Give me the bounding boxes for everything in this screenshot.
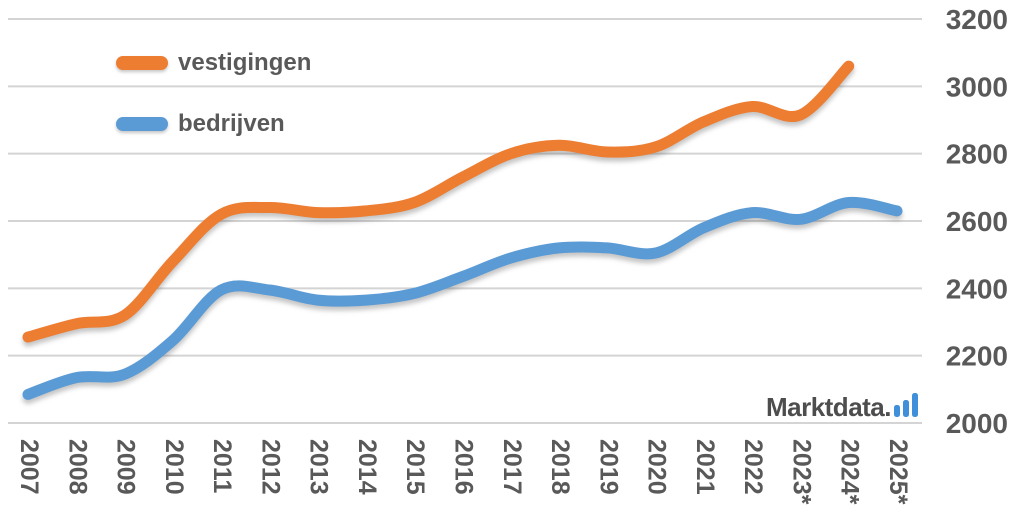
x-tick-label: 2022 xyxy=(739,439,767,495)
y-tick-label: 2800 xyxy=(946,139,1008,170)
x-tick-label: 2020 xyxy=(643,439,671,495)
x-tick-label: 2024* xyxy=(836,439,864,505)
y-tick-label: 2000 xyxy=(946,408,1008,439)
x-tick-label: 2016 xyxy=(450,439,478,495)
bar-chart-icon-bar-small xyxy=(894,405,900,417)
y-tick-label: 2200 xyxy=(946,341,1008,372)
bar-chart-icon-bar-medium xyxy=(903,400,909,417)
x-tick-label: 2008 xyxy=(63,439,91,495)
legend-item-bedrijven: bedrijven xyxy=(116,110,285,138)
x-tick-label: 2018 xyxy=(546,439,574,495)
vestigingen-line xyxy=(22,60,855,343)
x-tick-label: 2019 xyxy=(594,439,622,495)
x-tick-label: 2010 xyxy=(160,439,188,495)
bar-chart-icon-bar-tall xyxy=(912,393,918,417)
x-tick-label: 2021 xyxy=(691,439,719,495)
x-tick-label: 2014 xyxy=(353,439,381,495)
y-tick-label: 2400 xyxy=(946,273,1008,304)
x-tick-label: 2023* xyxy=(787,439,815,505)
y-tick-label: 3000 xyxy=(946,71,1008,102)
legend-item-vestigingen: vestigingen xyxy=(116,49,311,77)
vestigingen-line-swatch xyxy=(116,56,168,70)
x-tick-label: 2012 xyxy=(256,439,284,495)
marktdata-logo: Marktdata. xyxy=(766,392,918,422)
x-tick-label: 2007 xyxy=(15,439,43,495)
y-tick-label: 2600 xyxy=(946,206,1008,237)
bedrijven-line xyxy=(22,196,903,400)
x-tick-label: 2009 xyxy=(112,439,140,495)
bedrijven-line-swatch xyxy=(116,117,168,131)
marktdata-logo-text: Marktdata. xyxy=(765,392,892,422)
x-tick-label: 2025* xyxy=(884,439,912,505)
x-tick-label: 2011 xyxy=(208,439,236,493)
legend-label-vestigingen: vestigingen xyxy=(178,49,312,76)
x-tick-label: 2015 xyxy=(401,439,429,495)
y-tick-label: 3200 xyxy=(946,4,1008,35)
legend-label-bedrijven: bedrijven xyxy=(178,110,285,137)
x-tick-label: 2017 xyxy=(498,439,526,495)
x-tick-label: 2013 xyxy=(305,439,333,495)
bar-chart-icon xyxy=(894,393,918,417)
